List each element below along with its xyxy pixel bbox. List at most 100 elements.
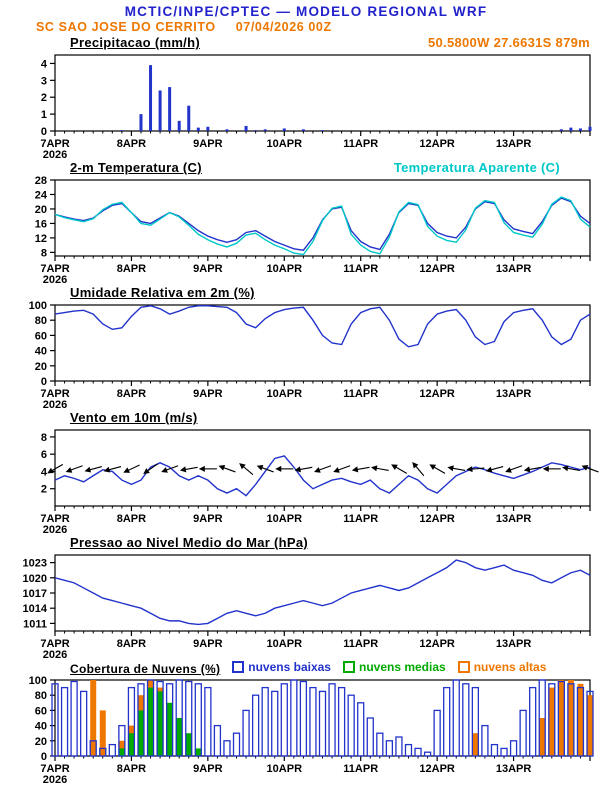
svg-text:1023: 1023 xyxy=(23,558,47,570)
svg-text:12APR: 12APR xyxy=(419,388,455,400)
svg-text:40: 40 xyxy=(35,721,47,733)
svg-text:12APR: 12APR xyxy=(419,513,455,525)
svg-text:11APR: 11APR xyxy=(343,638,378,650)
svg-text:10APR: 10APR xyxy=(267,138,303,150)
svg-text:10APR: 10APR xyxy=(267,763,303,775)
panel-cloud-cover: Cobertura de Nuvens (%) nuvens baixas nu… xyxy=(0,659,612,784)
svg-text:8: 8 xyxy=(41,247,47,259)
svg-text:12APR: 12APR xyxy=(419,638,455,650)
svg-text:9APR: 9APR xyxy=(193,263,222,275)
svg-text:13APR: 13APR xyxy=(496,763,532,775)
svg-text:20: 20 xyxy=(35,361,47,373)
svg-text:1020: 1020 xyxy=(23,573,47,585)
chart-title-precipitation: Precipitacao (mm/h) xyxy=(70,35,200,50)
svg-text:8APR: 8APR xyxy=(117,388,146,400)
chart-title-humidity: Umidade Relativa em 2m (%) xyxy=(70,285,255,300)
svg-text:9APR: 9APR xyxy=(193,138,222,150)
svg-text:11APR: 11APR xyxy=(343,388,378,400)
svg-text:9APR: 9APR xyxy=(193,763,222,775)
svg-text:1011: 1011 xyxy=(23,618,47,630)
high-clouds-label: nuvens altas xyxy=(473,660,547,674)
svg-text:13APR: 13APR xyxy=(496,263,532,275)
panel-precipitation: Precipitacao (mm/h) 50.5800W 27.6631S 87… xyxy=(0,34,612,159)
svg-text:11APR: 11APR xyxy=(343,263,378,275)
svg-text:60: 60 xyxy=(35,705,47,717)
svg-text:13APR: 13APR xyxy=(496,513,532,525)
mid-clouds-label: nuvens medias xyxy=(358,660,446,674)
svg-text:2026: 2026 xyxy=(43,149,67,159)
svg-text:12APR: 12APR xyxy=(419,763,455,775)
panel-humidity: Umidade Relativa em 2m (%) 0 20 40 60 80 100 7… xyxy=(0,284,612,409)
svg-text:7APR: 7APR xyxy=(40,263,69,275)
svg-text:28: 28 xyxy=(35,176,47,187)
svg-text:7APR: 7APR xyxy=(40,638,69,650)
svg-text:2026: 2026 xyxy=(43,524,67,534)
panel-wind: Vento em 10m (m/s) 2 4 6 8 7APR 2026 8APR 9APR 1… xyxy=(0,409,612,534)
svg-text:12APR: 12APR xyxy=(419,138,455,150)
chart-title-cloud-cover: Cobertura de Nuvens (%) xyxy=(70,662,221,676)
svg-text:24: 24 xyxy=(35,189,48,201)
svg-text:10APR: 10APR xyxy=(267,263,303,275)
svg-text:2: 2 xyxy=(41,484,47,496)
page-title: MCTIC/INPE/CPTEC — MODELO REGIONAL WRF xyxy=(124,4,488,19)
low-clouds-label: nuvens baixas xyxy=(248,660,331,674)
svg-text:12: 12 xyxy=(35,233,47,245)
svg-text:4: 4 xyxy=(41,466,48,478)
station-name: SC SAO JOSE DO CERRITO xyxy=(36,20,216,34)
svg-text:7APR: 7APR xyxy=(40,513,69,525)
svg-text:2026: 2026 xyxy=(43,774,67,784)
svg-text:8APR: 8APR xyxy=(117,513,146,525)
svg-text:11APR: 11APR xyxy=(343,138,378,150)
svg-text:2: 2 xyxy=(41,92,47,104)
svg-text:8: 8 xyxy=(41,432,47,444)
svg-text:12APR: 12APR xyxy=(419,263,455,275)
legend-item-mid-clouds: nuvens medias xyxy=(342,660,446,674)
chart-title-temperature: 2-m Temperatura (C) xyxy=(70,160,202,175)
legend-item-low-clouds: nuvens baixas xyxy=(232,660,331,674)
svg-text:20: 20 xyxy=(35,736,47,748)
svg-text:2026: 2026 xyxy=(43,274,67,284)
svg-text:0: 0 xyxy=(41,751,47,763)
svg-text:80: 80 xyxy=(35,690,47,702)
svg-text:10APR: 10APR xyxy=(267,388,303,400)
svg-text:0: 0 xyxy=(41,126,47,138)
svg-text:16: 16 xyxy=(35,218,47,230)
svg-text:8APR: 8APR xyxy=(117,638,146,650)
chart-title-pressure: Pressao ao Nivel Medio do Mar (hPa) xyxy=(70,535,309,550)
svg-text:80: 80 xyxy=(35,315,47,327)
svg-text:10APR: 10APR xyxy=(267,513,303,525)
svg-text:3: 3 xyxy=(41,75,47,87)
svg-text:11APR: 11APR xyxy=(343,763,378,775)
svg-text:9APR: 9APR xyxy=(193,638,222,650)
svg-text:2026: 2026 xyxy=(43,649,67,659)
run-datetime: 07/04/2026 00Z xyxy=(235,20,332,34)
svg-text:40: 40 xyxy=(35,346,47,358)
svg-text:20: 20 xyxy=(35,204,47,216)
svg-text:13APR: 13APR xyxy=(496,388,532,400)
high-clouds-swatch-icon xyxy=(457,661,470,673)
svg-text:1: 1 xyxy=(41,109,47,121)
svg-text:0: 0 xyxy=(41,376,47,388)
svg-text:8APR: 8APR xyxy=(117,263,146,275)
svg-text:100: 100 xyxy=(29,676,47,687)
panel-temperature: 2-m Temperatura (C) Temperatura Aparente… xyxy=(0,159,612,284)
legend-item-high-clouds: nuvens altas xyxy=(457,660,547,674)
location-label: 50.5800W 27.6631S 879m xyxy=(428,35,590,50)
page-subtitle: SC SAO JOSE DO CERRITO 07/04/2026 00Z xyxy=(0,20,612,34)
svg-text:1017: 1017 xyxy=(23,588,47,600)
svg-text:100: 100 xyxy=(29,301,47,312)
mid-clouds-swatch-icon xyxy=(342,661,355,673)
svg-text:9APR: 9APR xyxy=(193,388,222,400)
svg-text:7APR: 7APR xyxy=(40,138,69,150)
svg-text:6: 6 xyxy=(41,449,47,461)
svg-text:8APR: 8APR xyxy=(117,763,146,775)
svg-text:8APR: 8APR xyxy=(117,138,146,150)
apparent-temperature-legend: Temperatura Aparente (C) xyxy=(393,160,560,175)
low-clouds-swatch-icon xyxy=(232,661,245,673)
